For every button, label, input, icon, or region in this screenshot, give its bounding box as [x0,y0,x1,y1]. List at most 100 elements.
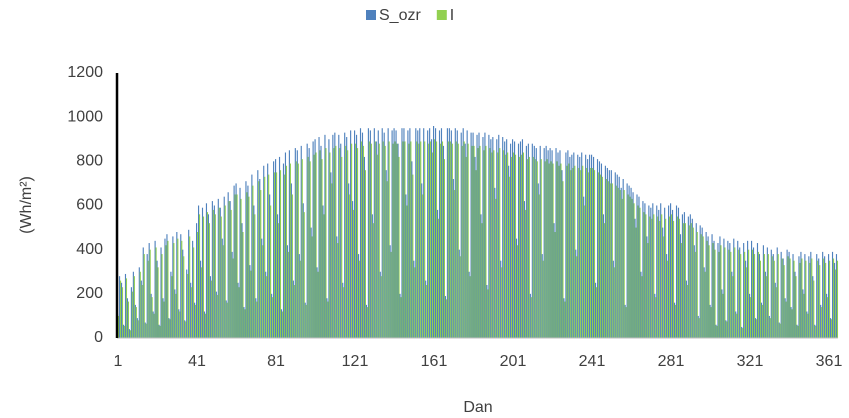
bar [711,234,713,338]
bar [778,322,780,338]
bar [615,185,617,338]
bar [675,205,678,338]
bar [728,249,730,338]
bar [475,170,477,338]
bar [717,243,719,338]
bar [562,181,564,338]
bar [346,137,348,338]
bar [373,128,375,338]
bar [121,287,124,338]
bar [266,276,268,338]
bar [284,152,287,338]
bar [414,267,416,338]
bar [617,187,619,338]
bar [636,194,638,338]
bar [520,154,523,338]
bar [287,251,289,338]
bar [297,163,299,338]
bar [656,205,658,338]
bar [481,223,483,338]
bar [820,304,822,338]
bar [318,137,320,338]
bar [310,227,312,338]
bar [452,179,454,338]
bar [294,148,296,338]
bar [374,141,376,338]
bar [681,214,683,338]
bar [490,139,492,338]
bar [227,192,229,338]
bar [471,145,473,338]
bar [392,143,394,338]
bar [645,214,647,338]
bar [707,236,709,338]
y-axis-title: (Wh/m²) [18,176,35,234]
bar [135,307,137,338]
bar [550,161,552,338]
bar [280,309,283,338]
bar [682,223,684,338]
bar [546,159,548,338]
bar [159,325,161,338]
bar [198,214,201,338]
bar [210,280,212,338]
bar [660,203,662,338]
bar [543,148,545,338]
bar [716,325,718,338]
bar [350,130,352,338]
bar [508,165,510,338]
bar [251,174,253,338]
bar [170,271,172,338]
bar [761,304,763,338]
bar [136,318,138,338]
bar [829,318,832,338]
bar [690,223,692,338]
bar [405,194,407,338]
bar [791,309,793,338]
bar [298,254,300,338]
bar [793,260,795,338]
bar [124,273,127,338]
bar [127,301,130,338]
bar [274,172,276,338]
bar [568,163,570,338]
bar [565,152,567,338]
bar [775,287,777,338]
y-tick-label: 400 [76,241,103,258]
bar [333,148,335,338]
bar [239,187,241,338]
bar [192,240,194,338]
bar [654,293,656,338]
bar [766,247,768,338]
bar [456,130,458,338]
bar [425,280,427,338]
bar [788,251,790,338]
bar [390,251,392,338]
bar [643,212,645,338]
bar [140,280,142,338]
bar [746,267,748,338]
bar [524,209,526,338]
bar [574,165,576,338]
bar [338,134,340,338]
bar [186,269,188,338]
bar [684,223,686,338]
bar [246,192,248,338]
bar [439,143,442,338]
bar [816,254,818,338]
bar [785,301,787,338]
bar [412,174,414,338]
bar [151,297,153,338]
bar [375,141,377,338]
bar [805,260,807,338]
bar [583,196,585,338]
x-tick-label: 201 [500,353,527,370]
bar [399,293,401,338]
bar [417,130,419,338]
bar [792,254,794,338]
bar [468,271,470,338]
bar [436,209,439,338]
bar [355,134,358,338]
bar [290,183,292,338]
